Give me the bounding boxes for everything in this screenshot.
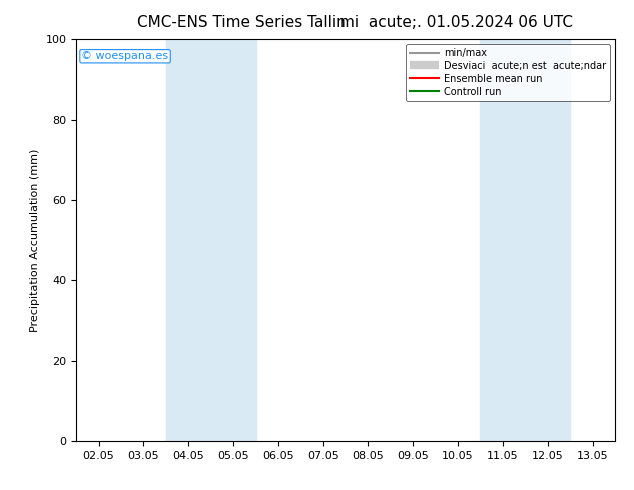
Y-axis label: Precipitation Accumulation (mm): Precipitation Accumulation (mm) xyxy=(30,148,40,332)
Legend: min/max, Desviaci  acute;n est  acute;ndar, Ensemble mean run, Controll run: min/max, Desviaci acute;n est acute;ndar… xyxy=(406,44,610,100)
Text: CMC-ENS Time Series Tallin: CMC-ENS Time Series Tallin xyxy=(136,15,346,30)
Text: © woespana.es: © woespana.es xyxy=(81,51,169,61)
Bar xyxy=(481,39,570,441)
Bar xyxy=(166,39,256,441)
Text: mi  acute;. 01.05.2024 06 UTC: mi acute;. 01.05.2024 06 UTC xyxy=(340,15,573,30)
